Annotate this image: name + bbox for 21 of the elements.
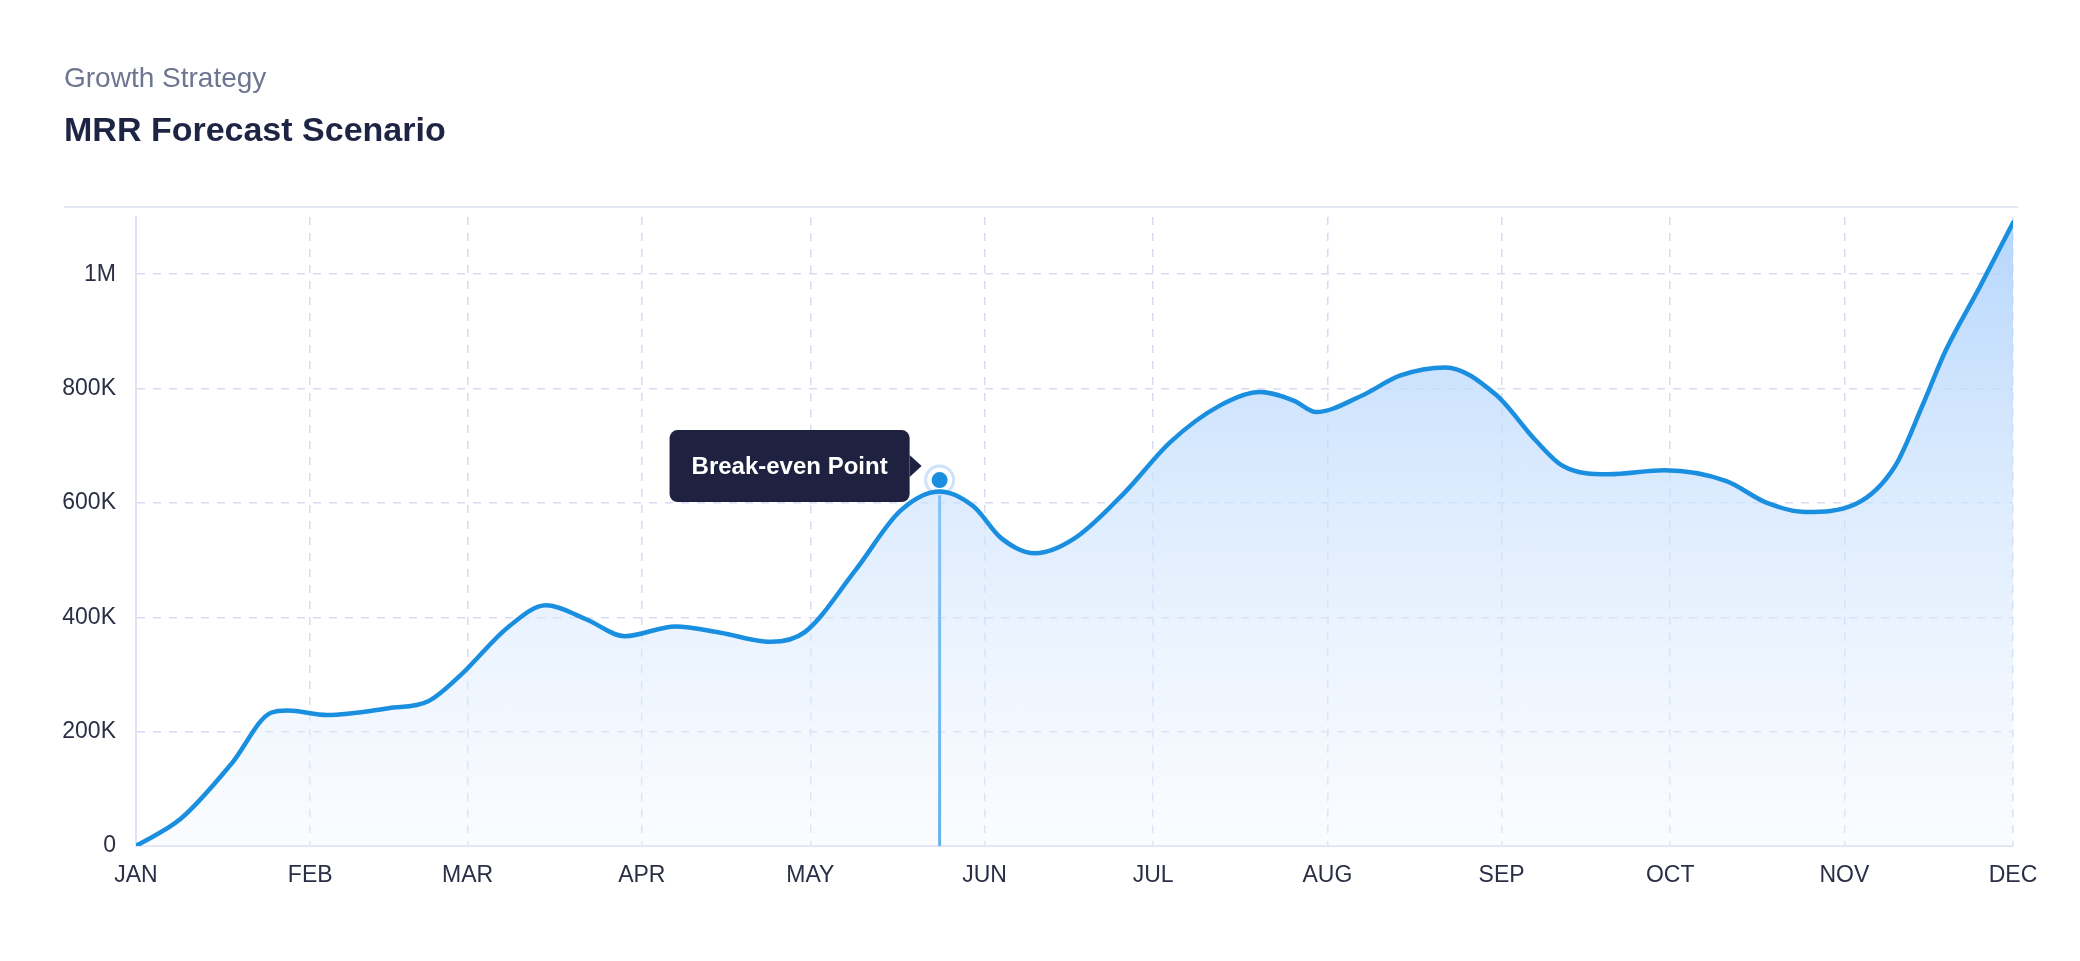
x-tick-label: SEP [1478,861,1525,888]
x-tick-label: JUL [1132,861,1174,888]
y-tick-label: 200K [62,716,117,743]
annotation: Break-even Point [691,451,888,479]
y-tick-label: 0 [103,831,116,858]
x-tick-label: FEB [287,861,333,888]
x-tick-label: APR [618,861,666,888]
x-tick-label: JUN [962,861,1007,888]
x-tick-label: MAR [442,861,494,888]
chart-subtitle: Growth Strategy [64,62,267,94]
x-tick-label: OCT [1645,861,1695,888]
y-tick-label: 1M [84,259,116,286]
x-tick-label: MAY [786,861,835,888]
y-tick-label: 800K [62,373,117,400]
x-tick-label: DEC [1988,861,2038,888]
y-tick-label: 400K [62,602,117,629]
y-tick-label: 600K [62,488,117,515]
chart-title: MRR Forecast Scenario [64,110,446,149]
x-tick-label: JAN [114,861,158,888]
x-tick-label: NOV [1819,861,1870,888]
x-tick-label: AUG [1302,861,1353,888]
